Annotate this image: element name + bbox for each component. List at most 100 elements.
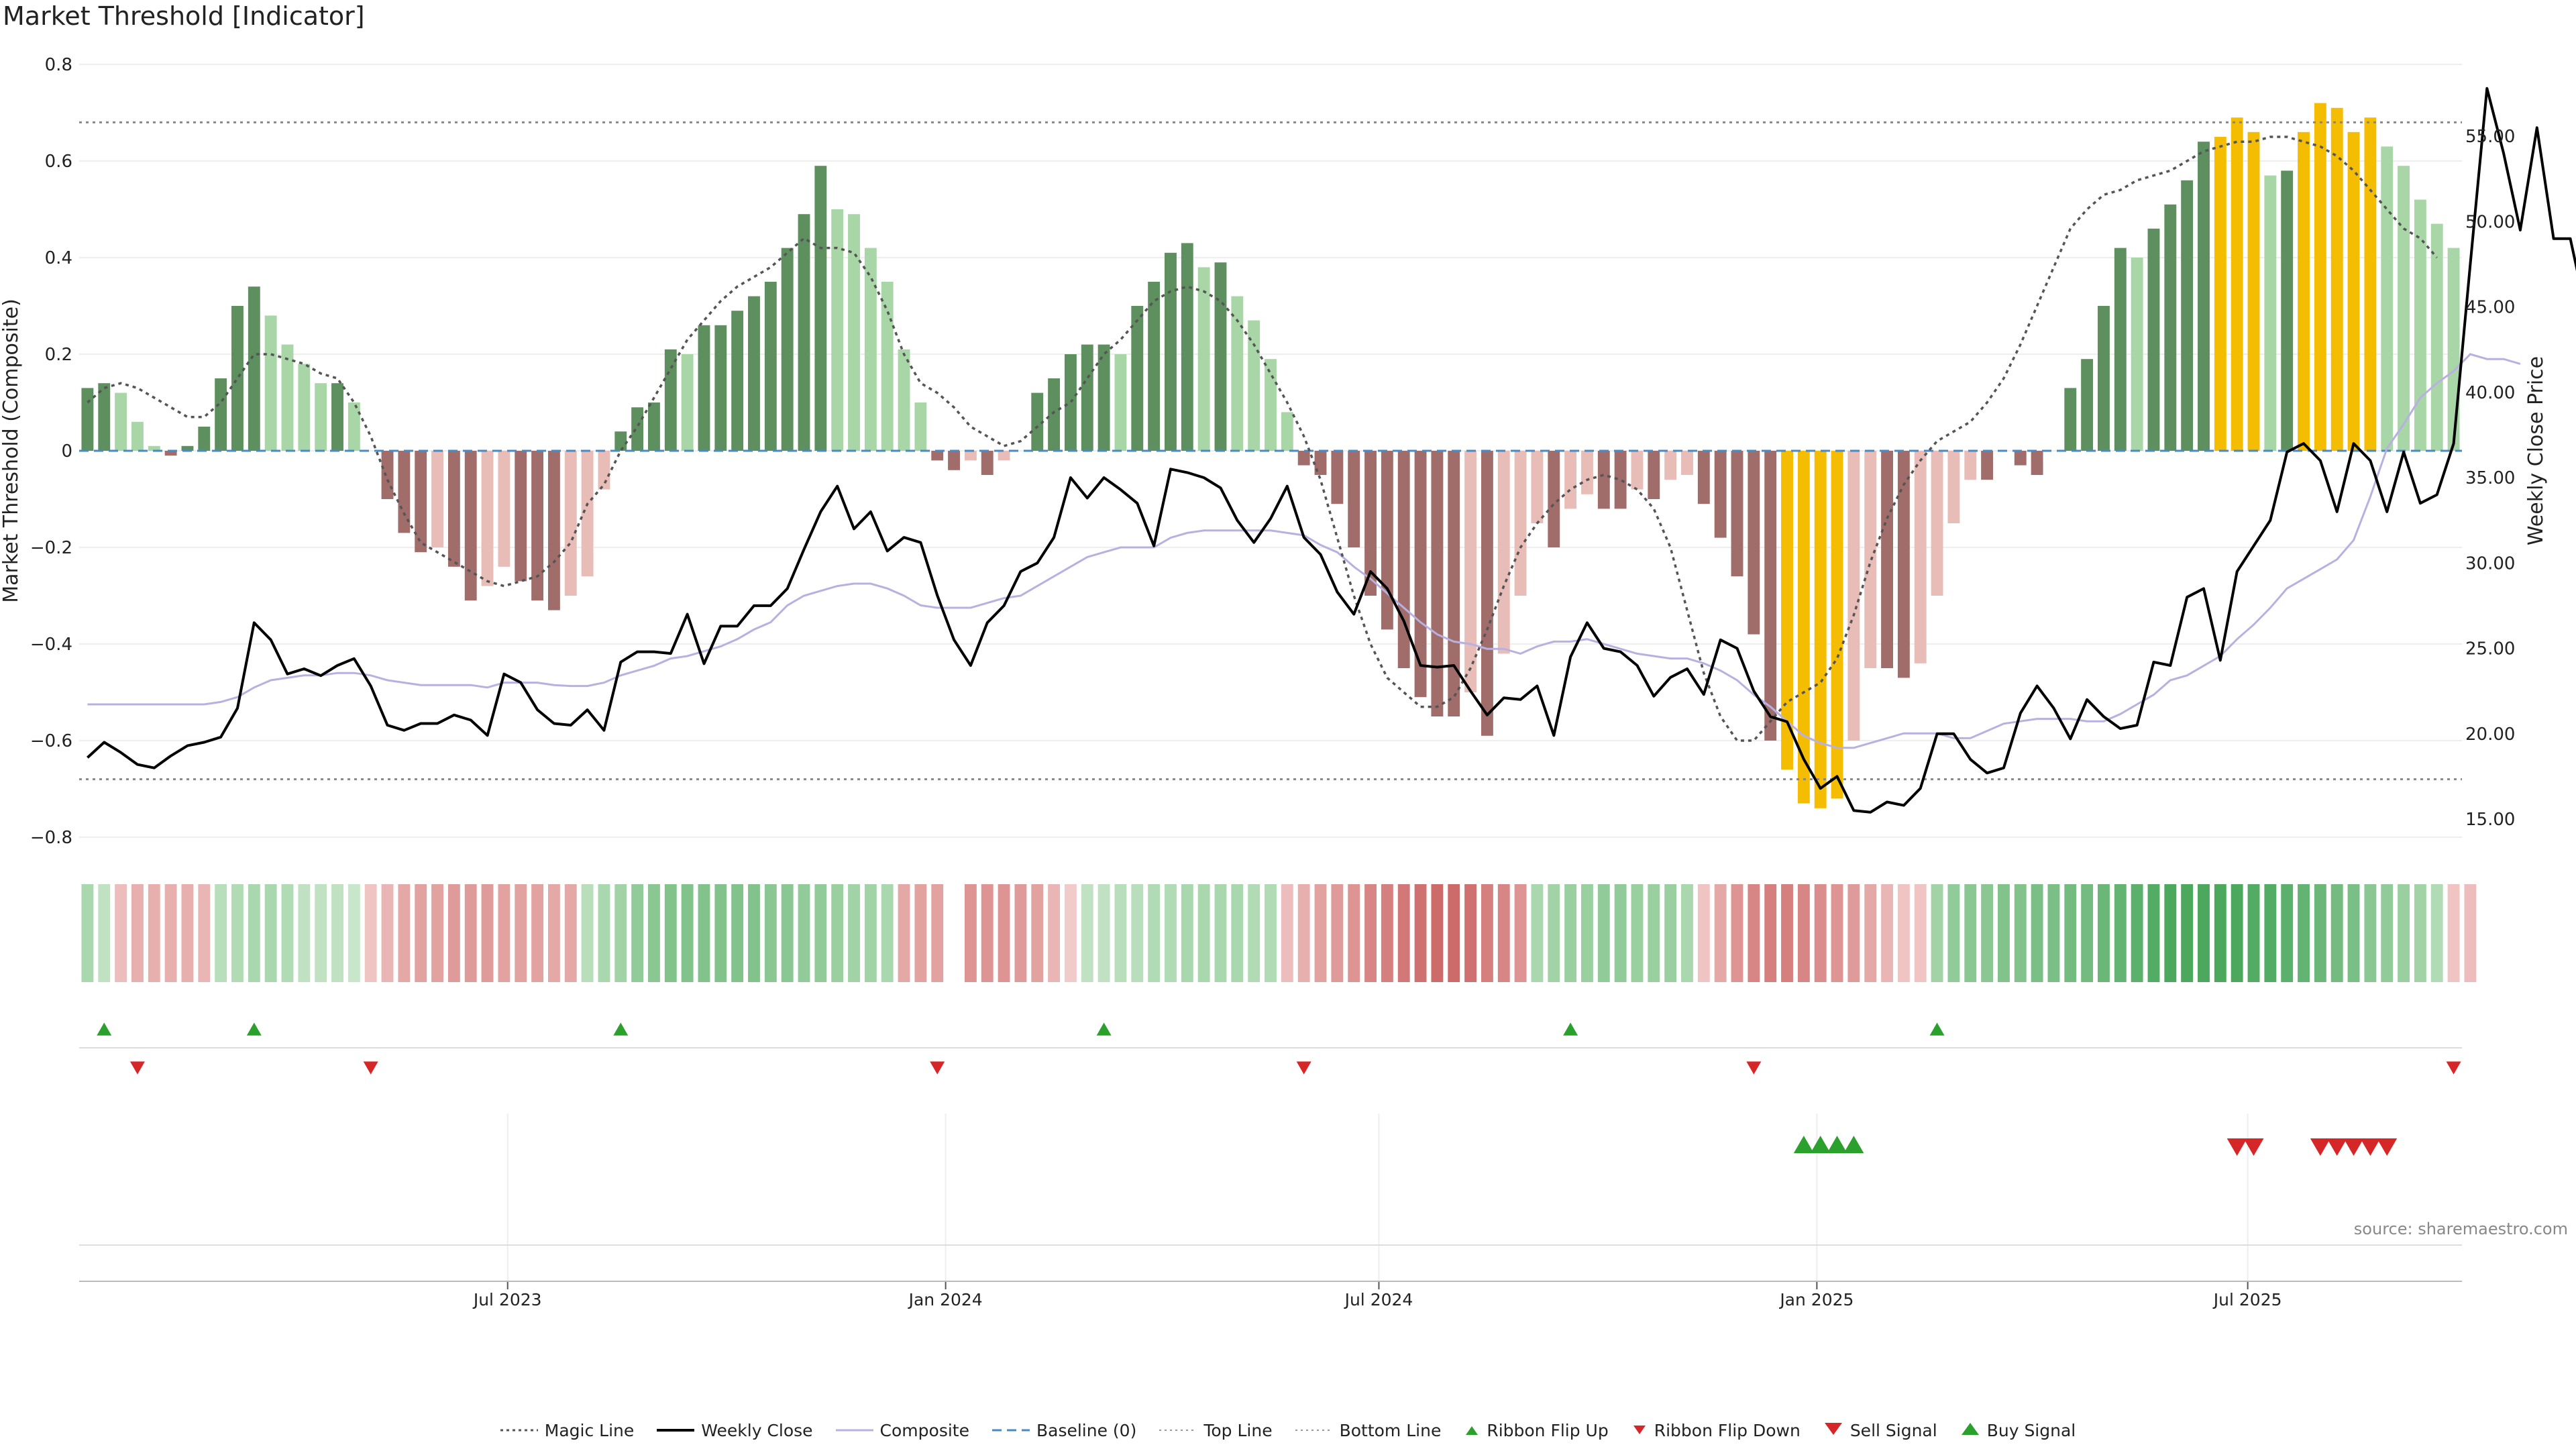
ribbon-cell: [2064, 884, 2077, 982]
ribbon-cell: [1881, 884, 1893, 982]
ribbon-cell: [1548, 884, 1560, 982]
ribbon-cell: [664, 884, 677, 982]
composite-bar: [1664, 451, 1677, 480]
legend-label: Magic Line: [544, 1421, 635, 1440]
ribbon-cell: [831, 884, 844, 982]
legend-label: Weekly Close: [701, 1421, 813, 1440]
composite-bar: [2181, 180, 2194, 451]
composite-bar: [148, 445, 160, 451]
ribbon-cell: [2414, 884, 2426, 982]
axis-layer: 0.8 0.6 0.4 0.2 0 −0.2 −0.4 −0.6 −0.8 55.00 50.00 4…: [0, 55, 2548, 1309]
ribbon-flip-up-marker: [246, 1022, 262, 1036]
ribbon-flip-up-marker: [97, 1022, 112, 1036]
solid-line-light-icon: [835, 1421, 873, 1440]
legend-label: Bottom Line: [1339, 1421, 1442, 1440]
ribbon-cell: [1381, 884, 1393, 982]
ribbon-cell: [881, 884, 894, 982]
ribbon-cell: [1314, 884, 1327, 982]
composite-bar: [1081, 344, 1093, 451]
composite-bar: [447, 451, 460, 567]
y2-tick-label: 50.00: [2465, 212, 2515, 232]
composite-bar: [181, 445, 194, 451]
composite-bar: [2131, 258, 2143, 451]
composite-bar: [1265, 359, 1277, 451]
ribbon-cell: [1497, 884, 1510, 982]
ribbon-cell: [731, 884, 744, 982]
ribbon-cell: [2081, 884, 2094, 982]
composite-bar: [1497, 451, 1510, 654]
ribbon-cell: [2198, 884, 2210, 982]
composite-bar: [1097, 344, 1110, 451]
composite-bar: [2147, 228, 2160, 451]
sell-signal-marker: [2377, 1138, 2398, 1157]
composite-bar: [281, 344, 294, 451]
legend-item: Magic Line: [500, 1421, 635, 1440]
composite-bar: [564, 451, 577, 596]
ribbon-cell: [2464, 884, 2477, 982]
ribbon-cell: [2214, 884, 2226, 982]
ribbon-cell: [181, 884, 194, 982]
ribbon-cell: [998, 884, 1010, 982]
ribbon-cell: [431, 884, 443, 982]
composite-bar: [2064, 388, 2077, 451]
ribbon-flip-down-marker: [2446, 1061, 2461, 1075]
legend-label: Top Line: [1203, 1421, 1273, 1440]
ribbon-cell: [898, 884, 910, 982]
y-tick-label: −0.6: [30, 731, 72, 751]
ribbon-cell: [914, 884, 927, 982]
ribbon-cell: [2364, 884, 2377, 982]
sell-signal-marker: [2243, 1138, 2264, 1157]
legend-label: Buy Signal: [1986, 1421, 2076, 1440]
composite-bar: [1031, 392, 1044, 451]
y-tick-label: −0.8: [30, 828, 72, 848]
ribbon-cell: [2031, 884, 2043, 982]
composite-bar: [398, 451, 411, 533]
ribbon-cell: [1748, 884, 1760, 982]
composite-bar: [981, 451, 994, 475]
ribbon-cell: [131, 884, 144, 982]
composite-bar: [1197, 267, 1210, 451]
ribbon-cell: [1131, 884, 1144, 982]
ribbon-cell: [231, 884, 244, 982]
composite-bar: [248, 286, 260, 451]
composite-bar: [431, 451, 443, 547]
ribbon-cell: [281, 884, 294, 982]
composite-bar: [1148, 282, 1161, 451]
legend-item: Weekly Close: [657, 1421, 813, 1440]
ribbon-cell: [1864, 884, 1877, 982]
ribbon-flip-down-marker: [930, 1061, 945, 1075]
ribbon-cell: [798, 884, 810, 982]
composite-bar: [2298, 131, 2310, 451]
y2-axis-label: Weekly Close Price: [2524, 356, 2548, 545]
composite-bar: [2347, 131, 2360, 451]
y-tick-label: −0.4: [30, 635, 72, 655]
grid-layer: [79, 64, 2462, 1281]
composite-bar: [1797, 451, 1810, 804]
ribbon-cell: [1697, 884, 1710, 982]
composite-bar: [781, 248, 794, 451]
composite-bar: [2081, 359, 2094, 451]
ribbon-cell: [1581, 884, 1593, 982]
weekly-close-line: [87, 87, 2576, 814]
ribbon-cell: [2281, 884, 2294, 982]
ribbon-cell: [547, 884, 560, 982]
ribbon-cell: [1097, 884, 1110, 982]
ribbon-cell: [1464, 884, 1477, 982]
composite-bar: [464, 451, 477, 601]
composite-bar: [2114, 248, 2127, 451]
composite-bar: [198, 427, 211, 451]
composite-bar: [2430, 223, 2443, 451]
ribbon-cell: [981, 884, 994, 982]
ribbon-cell: [1448, 884, 1460, 982]
composite-bar: [1731, 451, 1743, 577]
legend-item: Bottom Line: [1295, 1421, 1442, 1440]
ribbon-cell: [2181, 884, 2194, 982]
ribbon-cell: [2398, 884, 2410, 982]
composite-bar: [1781, 451, 1793, 770]
composite-bar: [2330, 107, 2343, 451]
sell-signal-marker: [2343, 1138, 2364, 1157]
ribbon-cell: [2330, 884, 2343, 982]
composite-bar: [347, 402, 360, 451]
composite-bar: [2264, 175, 2277, 451]
